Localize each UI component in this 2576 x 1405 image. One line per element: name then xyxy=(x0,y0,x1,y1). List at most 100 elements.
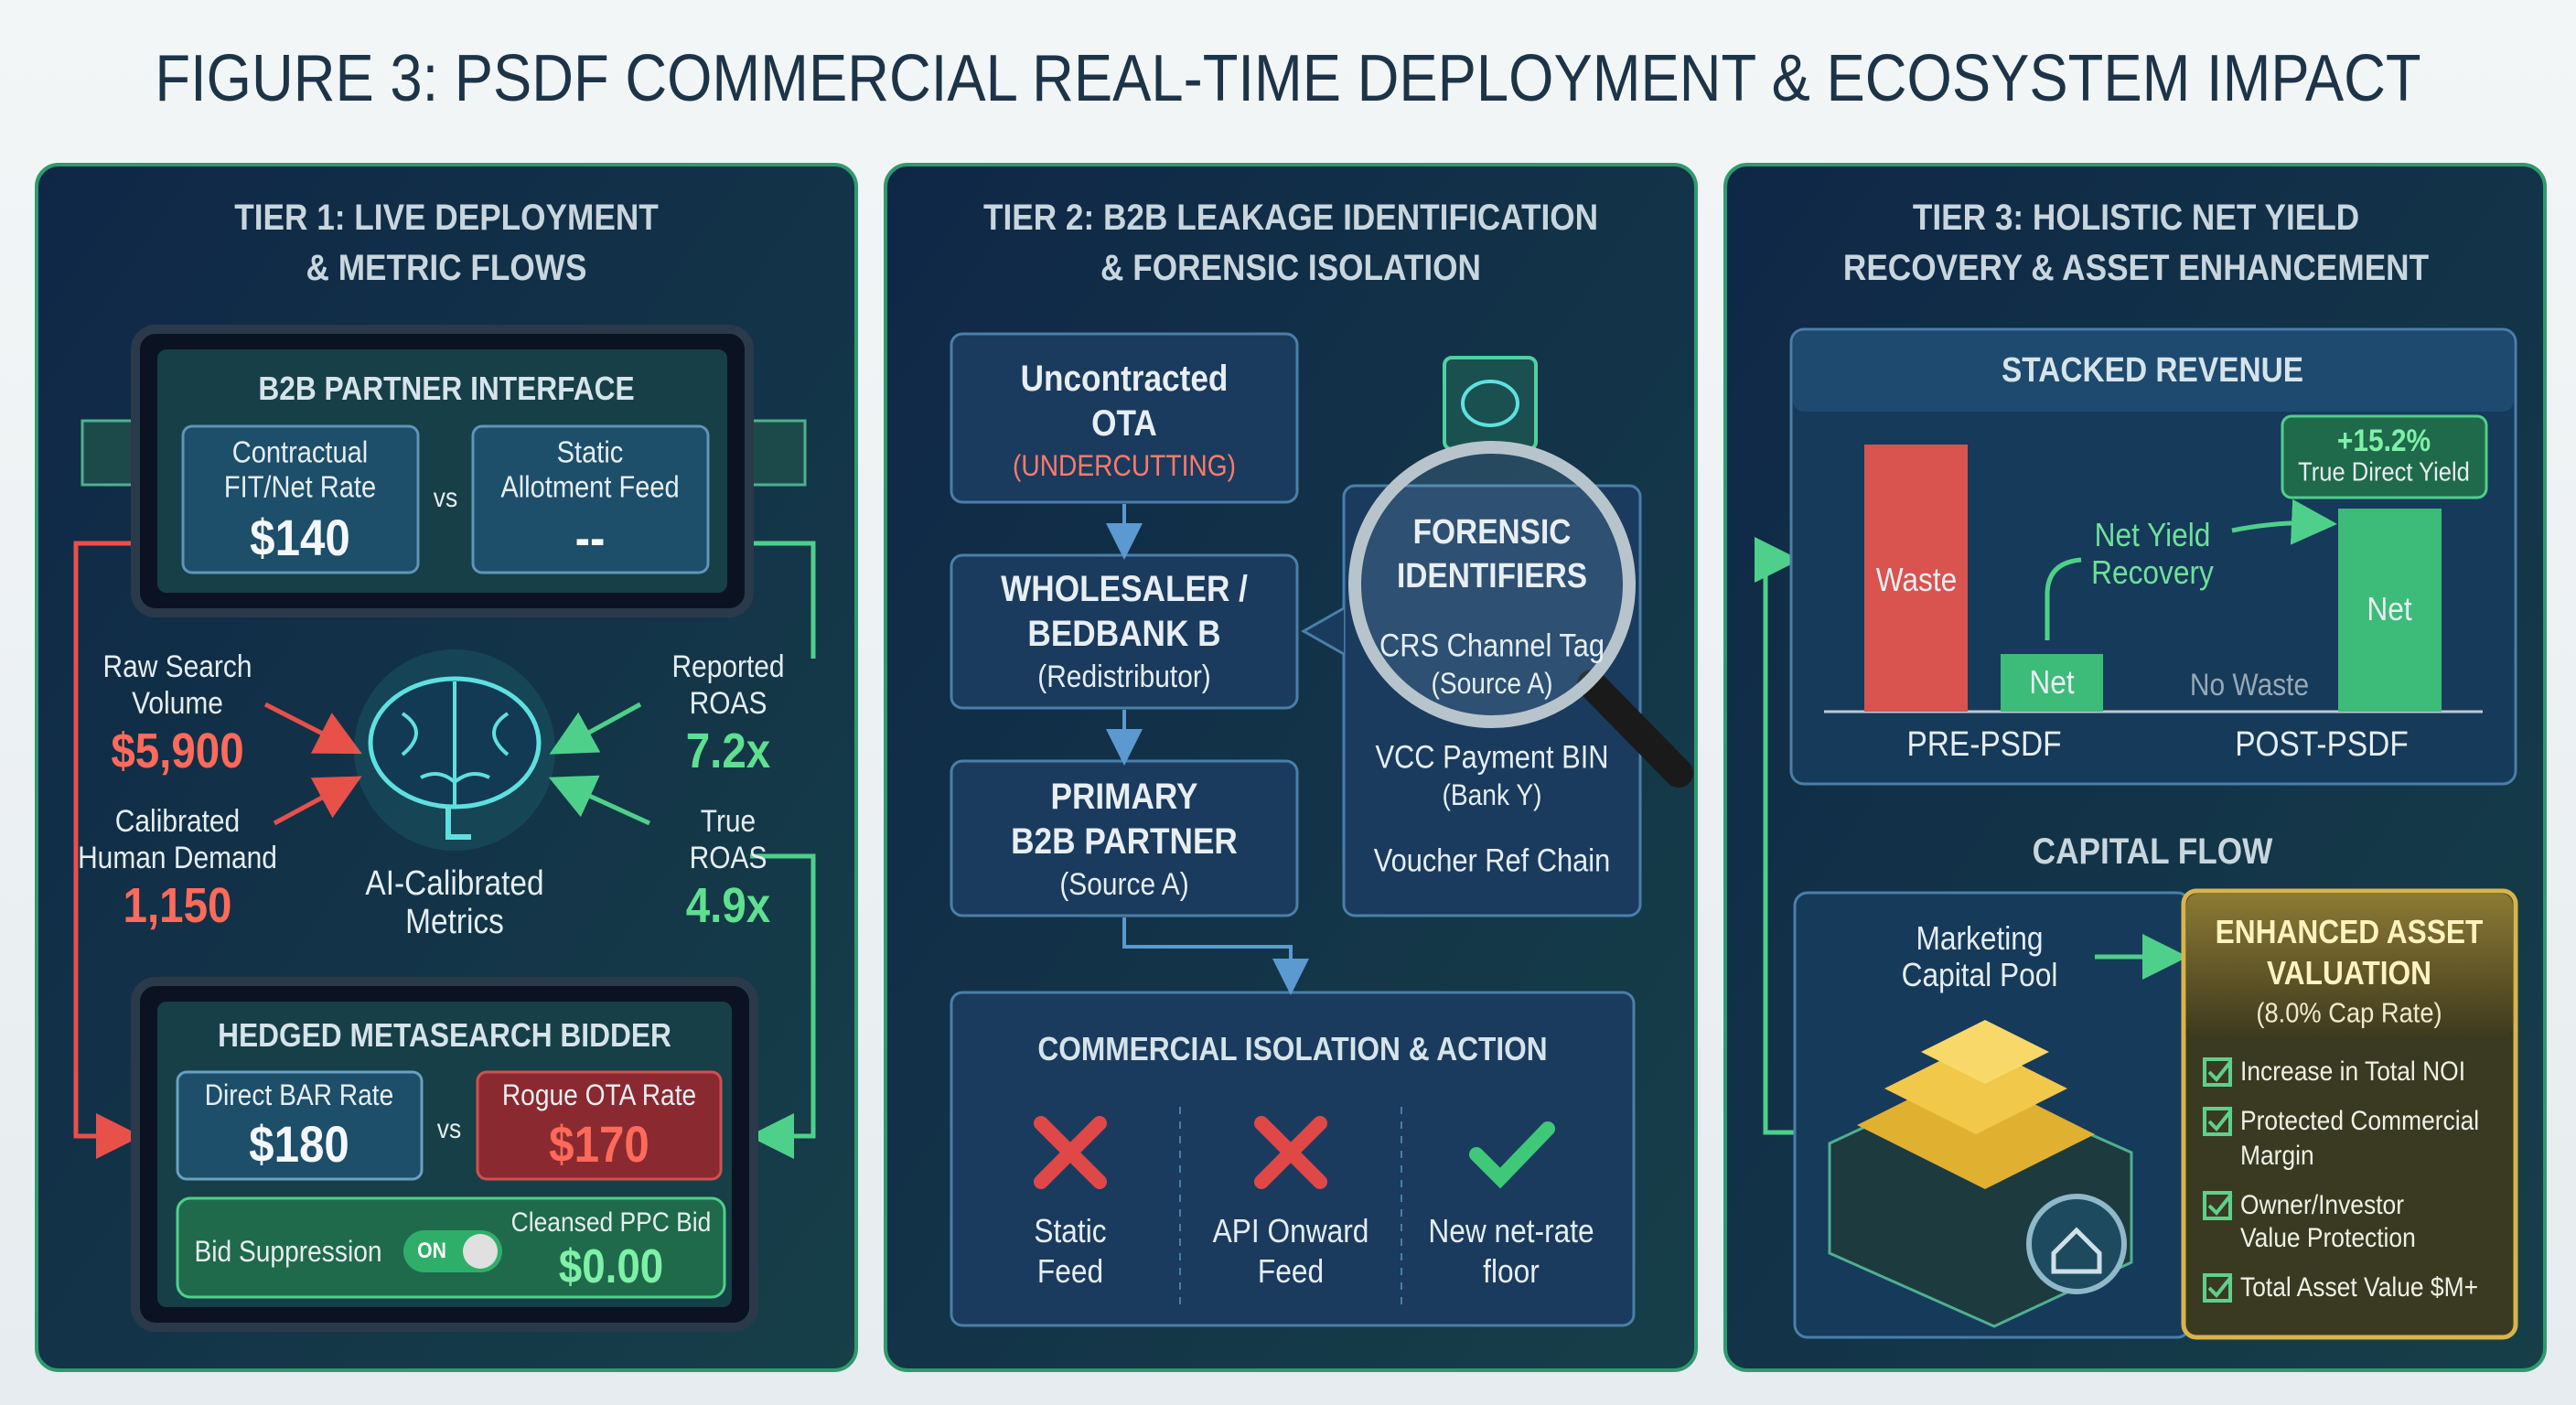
tier-heading: TIER 3: HOLISTIC NET YIELD xyxy=(1912,198,2360,238)
check-item: Increase in Total NOI xyxy=(2240,1056,2466,1087)
node-note: (UNDERCUTTING) xyxy=(1012,449,1237,482)
box-title: B2B PARTNER INTERFACE xyxy=(258,370,635,407)
chain-node xyxy=(950,332,1299,504)
brain xyxy=(1461,380,1519,427)
node-note: (Redistributor) xyxy=(1037,660,1211,694)
label: Static xyxy=(556,434,624,469)
action-label: Static xyxy=(1034,1212,1107,1249)
label: Calibrated xyxy=(114,804,241,839)
metric-value: 7.2x xyxy=(685,724,771,778)
bar-label: No Waste xyxy=(2189,668,2310,702)
bar-label: Net xyxy=(2367,590,2412,627)
check-item: Owner/Investor xyxy=(2240,1190,2405,1220)
valuation-title: ENHANCED ASSET xyxy=(2215,913,2484,950)
identifier: VCC Payment BIN xyxy=(1375,739,1609,776)
check-item: Value Protection xyxy=(2240,1223,2416,1253)
check-item: Protected Commercial xyxy=(2240,1106,2480,1136)
x-icon xyxy=(1034,1116,1107,1189)
uplift-label: True Direct Yield xyxy=(2298,457,2470,488)
action-label: New net-rate xyxy=(1428,1212,1594,1249)
label: Contractual xyxy=(231,434,369,469)
node-title: PRIMARY xyxy=(1050,777,1198,817)
checkbox xyxy=(2203,1057,2232,1087)
value: $170 xyxy=(549,1115,649,1173)
label: Allotment Feed xyxy=(500,469,680,504)
label: Volume xyxy=(132,686,223,721)
label: Reported xyxy=(671,649,785,684)
input-arrows xyxy=(263,702,651,826)
label: FIT/Net Rate xyxy=(223,469,377,504)
node-title: WHOLESALER / xyxy=(1001,569,1248,609)
handle xyxy=(1577,670,1693,788)
action-label: API Onward xyxy=(1212,1212,1369,1249)
net-bar xyxy=(2338,509,2442,712)
arrow xyxy=(1122,917,1309,995)
bar-label: Waste xyxy=(1875,561,1958,598)
net-bar xyxy=(2001,654,2103,712)
vs: vs xyxy=(436,1114,462,1144)
toggle-knob xyxy=(463,1234,498,1269)
pointer xyxy=(1300,606,1345,656)
chip xyxy=(1443,356,1538,451)
pool-label: Marketing xyxy=(1916,919,2044,957)
label: ROAS xyxy=(689,686,767,721)
identifier-note: (Source A) xyxy=(1431,667,1553,700)
tier-heading: & FORENSIC ISOLATION xyxy=(1100,248,1481,288)
identifier-note: (Bank Y) xyxy=(1442,778,1542,811)
gold-bars xyxy=(1828,1020,2133,1328)
forensic-box xyxy=(1342,484,1642,917)
page-title: FIGURE 3: PSDF COMMERCIAL REAL-TIME DEPL… xyxy=(155,42,2421,115)
arrow xyxy=(2231,499,2337,545)
recovery-label: Net Yield xyxy=(2094,516,2211,553)
rate-box xyxy=(181,424,420,574)
label: Bid Suppression xyxy=(194,1235,382,1268)
arrow xyxy=(273,776,362,826)
rogue-box xyxy=(476,1070,723,1181)
house-badge xyxy=(2026,1194,2127,1294)
tier-heading: RECOVERY & ASSET ENHANCEMENT xyxy=(1842,248,2430,288)
section-title: CAPITAL FLOW xyxy=(2032,831,2273,872)
label: True xyxy=(700,804,757,839)
flow-line xyxy=(748,853,816,1159)
action-label: Feed xyxy=(1257,1252,1325,1290)
box-title: COMMERCIAL ISOLATION & ACTION xyxy=(1037,1030,1548,1067)
label: Cleansed PPC Bid xyxy=(510,1207,712,1238)
toggle-label: ON xyxy=(417,1239,446,1263)
valuation-header xyxy=(2186,894,2513,1036)
vs: vs xyxy=(433,483,458,513)
engine-label: Metrics xyxy=(405,903,504,941)
arrow xyxy=(549,702,642,755)
waste-bar xyxy=(1864,445,1968,712)
node-title: Uncontracted xyxy=(1020,359,1229,399)
label: Human Demand xyxy=(78,841,277,875)
box-title: HEDGED METASEARCH BIDDER xyxy=(218,1016,671,1054)
loop-line xyxy=(1755,537,1800,1135)
engine-label: AI-Calibrated xyxy=(365,864,544,903)
label: Rogue OTA Rate xyxy=(501,1078,697,1111)
x-label: POST-PSDF xyxy=(2235,725,2409,764)
rate-box xyxy=(471,424,710,574)
label: ROAS xyxy=(689,841,767,875)
label: Raw Search xyxy=(102,649,252,684)
uplift-badge xyxy=(2281,414,2488,499)
action-label: Feed xyxy=(1036,1252,1104,1290)
x-icon xyxy=(1254,1116,1327,1189)
brain-folds xyxy=(401,681,510,805)
arrow xyxy=(263,702,362,755)
node-title: OTA xyxy=(1091,403,1157,444)
x-label: PRE-PSDF xyxy=(1906,725,2062,764)
bar xyxy=(1921,1020,2049,1084)
action-label: floor xyxy=(1483,1252,1540,1290)
valuation-note: (8.0% Cap Rate) xyxy=(2256,996,2442,1029)
checkbox xyxy=(2203,1273,2232,1303)
bar-label: Net xyxy=(2029,663,2075,701)
metric-value: 4.9x xyxy=(685,878,771,933)
rate-box xyxy=(176,1070,424,1181)
chip-icon xyxy=(1443,356,1538,451)
chart-header xyxy=(1793,331,2514,412)
valuation-title: VALUATION xyxy=(2266,954,2432,992)
checkbox xyxy=(2203,1107,2232,1136)
value: $180 xyxy=(249,1115,349,1173)
